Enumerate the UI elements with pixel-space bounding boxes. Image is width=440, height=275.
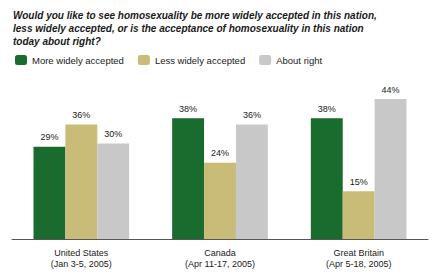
svg-text:(Apr 5-18, 2005): (Apr 5-18, 2005) (326, 259, 392, 269)
svg-text:less widely accepted, or is th: less widely accepted, or is the acceptan… (13, 23, 364, 34)
svg-text:30%: 30% (104, 129, 122, 139)
svg-text:Less widely accepted: Less widely accepted (155, 55, 245, 66)
svg-text:Canada: Canada (204, 248, 236, 258)
svg-text:More widely accepted: More widely accepted (32, 55, 124, 66)
svg-text:Would you like to see homosexu: Would you like to see homosexuality be m… (13, 10, 377, 21)
svg-text:44%: 44% (382, 85, 400, 95)
svg-text:24%: 24% (211, 148, 229, 158)
svg-text:36%: 36% (243, 110, 261, 120)
svg-text:36%: 36% (72, 110, 90, 120)
svg-text:today about right?: today about right? (13, 36, 101, 47)
svg-text:15%: 15% (350, 177, 368, 187)
svg-text:United States: United States (54, 248, 109, 258)
svg-text:Great Britain: Great Britain (333, 248, 384, 258)
svg-text:38%: 38% (318, 104, 336, 114)
svg-text:About right: About right (276, 55, 322, 66)
svg-text:38%: 38% (179, 104, 197, 114)
svg-text:(Jan 3-5, 2005): (Jan 3-5, 2005) (51, 259, 112, 269)
svg-text:29%: 29% (40, 132, 58, 142)
svg-text:(Apr 11-17, 2005): (Apr 11-17, 2005) (185, 259, 255, 269)
